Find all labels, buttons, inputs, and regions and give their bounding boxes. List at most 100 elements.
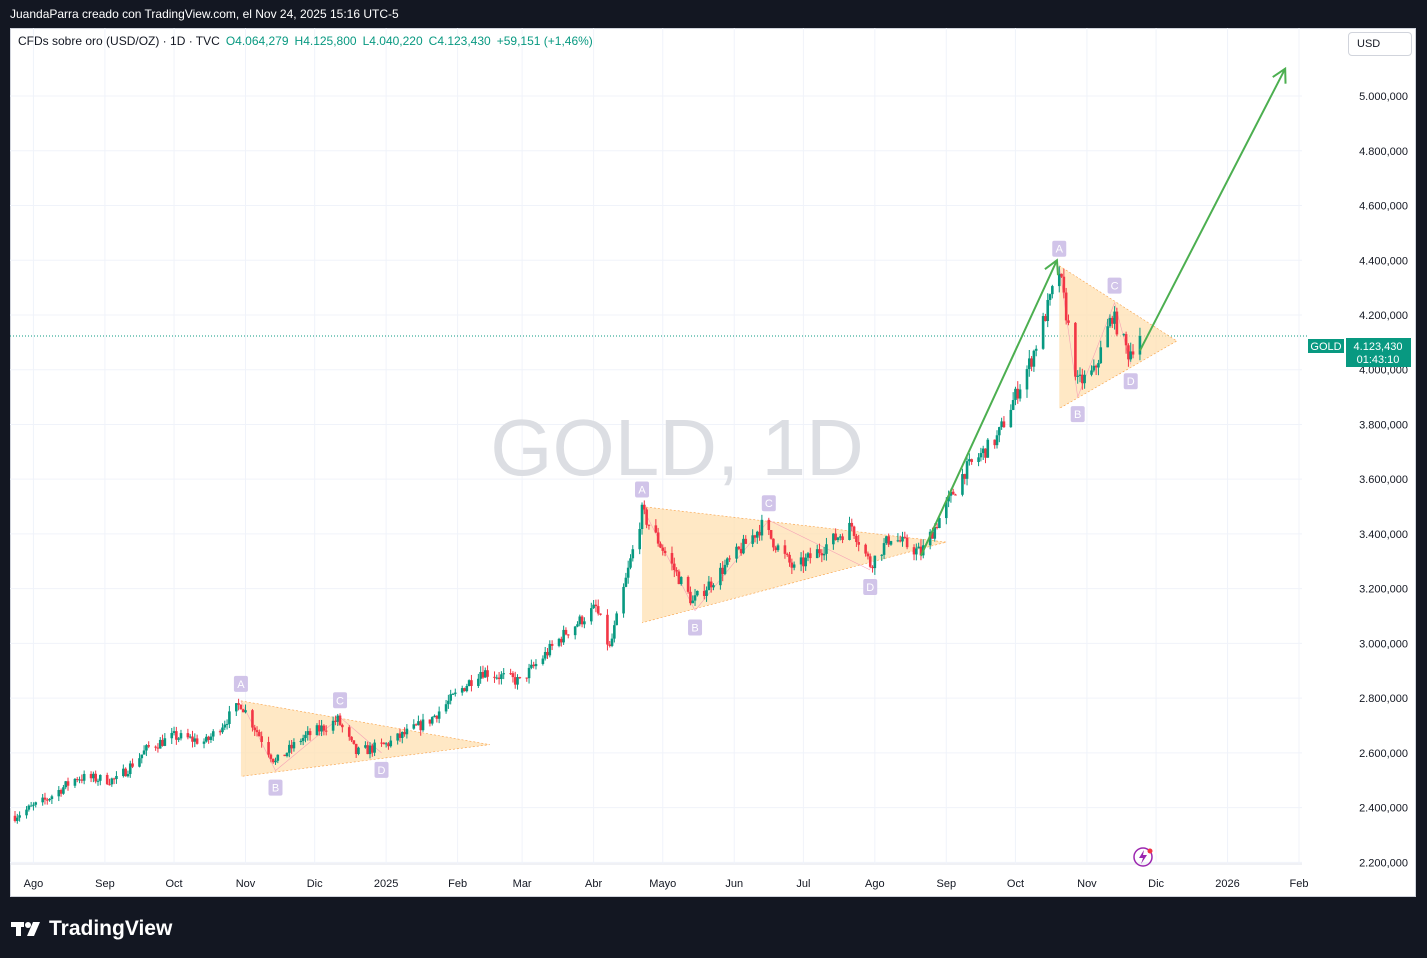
candle-body [889,541,893,545]
candle-body [755,531,759,538]
pattern-point-label-bg [688,619,703,636]
candle-body [502,673,506,675]
candle-body [654,525,658,533]
candle-body [905,537,909,548]
candle-body [573,626,577,636]
currency-button[interactable]: USD [1348,32,1412,56]
candle-body [885,536,888,544]
candle-body [50,796,54,799]
candle-body [543,651,547,659]
x-tick-label: Abr [585,878,602,890]
y-tick-label: 3.800,000 [1359,419,1408,431]
footer-brand: TradingView [11,913,172,945]
triangle-patterns [240,265,1178,777]
candle-body [396,733,399,741]
candle-body [947,495,950,502]
candle-body [1138,335,1142,355]
candle-body [105,774,109,785]
candle-body [336,715,340,722]
candle-body [59,789,63,794]
candle-body [693,595,697,601]
x-tick-label: Sep [937,878,957,890]
abcd-path [1058,265,1132,399]
candle-body [331,720,335,731]
candle-body [513,677,517,685]
price-chart[interactable]: GOLD, 1D A B C D A B C D A B C D 2.200,000 2.400,000… [10,28,1416,897]
candle-body [403,732,406,735]
candle-body [433,715,436,718]
pattern-point-label: B [272,783,279,795]
candle-body [195,738,199,744]
candle-body [285,752,289,757]
candle-body [66,781,70,786]
candle-body [606,614,609,645]
candle-body [495,677,499,679]
x-tick-label: 2026 [1215,878,1239,890]
candle-body [566,634,570,636]
candle-body [126,774,130,777]
candle-body [267,742,270,755]
candle-body [186,733,190,738]
x-tick-label: 2025 [374,878,398,890]
candle-body [527,667,531,679]
tradingview-logo-icon [11,920,43,938]
footer-brand-text: TradingView [49,917,173,940]
candle-body [304,734,307,739]
candle-body [398,733,402,738]
x-tick-label: Mar [513,878,532,890]
symbol-watermark: GOLD, 1D [490,403,863,492]
candle-body [417,721,420,726]
candle-body [290,744,293,749]
candle-body [341,724,344,728]
candle-body [1092,365,1096,371]
candle-body [1124,334,1128,346]
candle-body [857,542,861,545]
candle-body [283,754,287,757]
candle-body [659,543,662,548]
candle-body [387,743,390,747]
candle-body [483,670,487,678]
candle-body [122,768,125,777]
candle-body [384,743,388,745]
candle-body [142,750,146,755]
projection-arrow-head [1272,66,1287,84]
candle-body [211,731,215,737]
candle-body [112,778,116,780]
lightning-icon[interactable] [1133,847,1153,867]
candle-body [661,547,665,551]
candle-body [467,680,471,687]
candle-body [624,577,628,587]
candle-body [767,519,771,531]
candle-body [931,531,934,539]
pattern-point-label-bg [761,495,776,512]
candle-body [382,742,386,745]
x-tick-label: Dic [1148,878,1164,890]
candle-body [1131,351,1135,355]
candle-body [986,439,990,458]
time-axis: Ago Sep Oct Nov Dic 2025 Feb Mar Abr Mayo Jun Jul Ag… [24,878,1309,890]
pattern-point-label-bg [1052,240,1067,257]
candle-body [371,745,374,753]
candle-body [880,554,884,556]
candle-body [590,608,593,622]
candle-body [75,778,79,780]
candle-body [954,494,957,496]
chart-grid [10,28,1302,865]
candle-body [799,557,803,565]
candle-body [1122,334,1126,336]
candle-body [1014,388,1017,401]
candle-body [73,778,77,786]
symbol-legend: CFDs sobre oro (USD/OZ) · 1D · TVC O4.064… [18,34,593,48]
candle-body [977,457,980,463]
candle-body [896,540,900,542]
y-tick-label: 2.200,000 [1359,857,1408,869]
candle-body [18,815,21,818]
candle-body [350,736,353,741]
candle-body [43,797,47,800]
candle-body [546,651,549,656]
y-tick-label: 4.600,000 [1359,201,1408,213]
candle-body [560,638,563,643]
candle-body [221,727,224,733]
candle-body [218,731,222,733]
candle-body [760,519,764,536]
